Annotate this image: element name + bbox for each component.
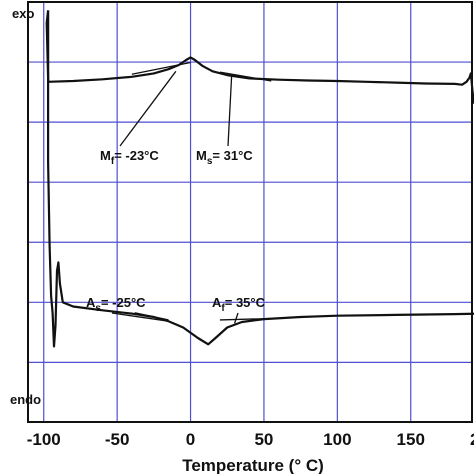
annotation-leader (233, 312, 239, 324)
annotation-leader (119, 70, 177, 147)
x-tick-label: 100 (323, 430, 351, 449)
annotation-leader (111, 312, 169, 322)
x-tick-label: -100 (27, 430, 61, 449)
exo-label: exo (12, 6, 34, 21)
tangent-line (131, 61, 191, 75)
annotation-leaders (111, 61, 279, 324)
series-line-cooling (48, 56, 474, 104)
grid (28, 2, 472, 422)
x-tick-label: 50 (254, 430, 273, 449)
annotation-label: Ms= 31°C (196, 148, 253, 167)
annotation-label: Mf= -23°C (100, 148, 159, 167)
x-tick-label: -50 (105, 430, 130, 449)
x-tick-label: 0 (186, 430, 195, 449)
plot-frame (27, 1, 473, 423)
annotation-leader (227, 75, 233, 147)
annotation-label: As= -25°C (86, 295, 146, 314)
annotation-label: Af= 35°C (212, 295, 266, 314)
x-tick-label: 200 (470, 430, 474, 449)
x-axis-title: Temperature (° C) (182, 456, 324, 474)
tangent-line (134, 312, 169, 321)
x-tick-labels: -100 -50 0 50 100 150 200 (27, 430, 474, 449)
endo-label: endo (10, 392, 41, 407)
x-tick-label: 150 (397, 430, 425, 449)
tangent-line (219, 317, 279, 321)
annotations: Mf= -23°C Ms= 31°C As= -25°C Af= 35°C (86, 148, 266, 314)
tangent-line (219, 71, 272, 82)
